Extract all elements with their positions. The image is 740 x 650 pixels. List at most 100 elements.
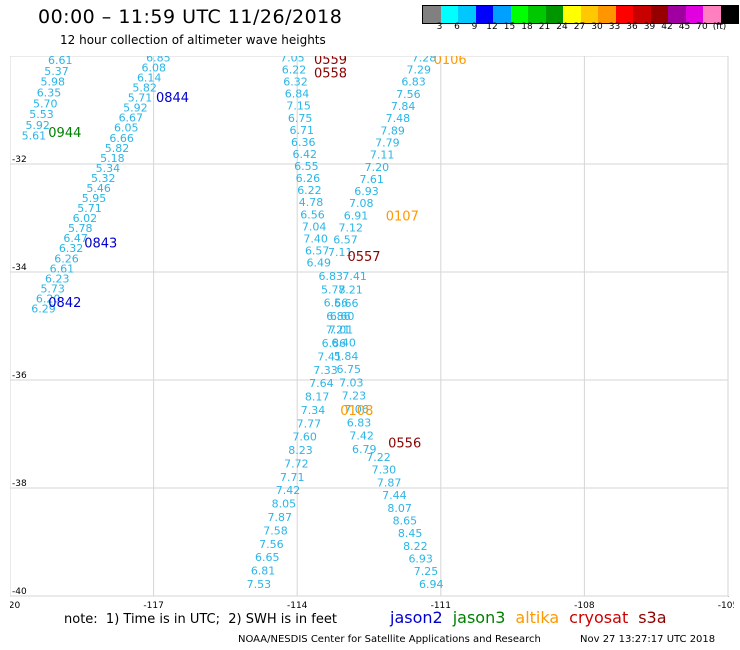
pass-time-label: 0559 — [314, 56, 347, 68]
legend-tick-label: 15 — [503, 22, 516, 32]
wave-height-value: 6.66 — [109, 132, 134, 145]
longitude-tick-label: -114 — [287, 601, 308, 611]
wave-height-value: 8.17 — [305, 391, 330, 404]
credit-line: NOAA/NESDIS Center for Satellite Applica… — [238, 634, 541, 645]
wave-height-value: 6.26 — [296, 172, 321, 185]
wave-height-value: 5.53 — [29, 108, 54, 121]
wave-height-value: 7.29 — [407, 64, 432, 77]
wave-height-value: 6.60 — [330, 310, 355, 323]
wave-height-value: 7.08 — [349, 197, 374, 210]
wave-height-value: 7.41 — [342, 270, 367, 283]
wave-height-value: 7.77 — [297, 417, 322, 430]
wave-height-value: 6.65 — [255, 551, 280, 564]
wave-height-value: 6.94 — [419, 578, 444, 591]
legend-tick-label: 24 — [556, 22, 568, 32]
wave-height-value: 7.42 — [349, 430, 374, 443]
wave-height-value: 7.06 — [344, 403, 369, 416]
wave-height-value: 5.92 — [123, 102, 148, 115]
wave-height-value: 6.93 — [354, 185, 379, 198]
longitude-tick-label: -117 — [143, 601, 163, 611]
legend-swatch — [545, 6, 563, 23]
wave-height-value: 7.15 — [286, 100, 311, 113]
wave-height-value: 7.21 — [326, 324, 351, 337]
wave-height-value: 6.56 — [324, 297, 349, 310]
wave-height-value: 8.65 — [393, 514, 418, 527]
legend-tick-label: 39 — [643, 22, 656, 32]
wave-height-value: 7.23 — [342, 390, 367, 403]
wave-height-value: 6.84 — [285, 88, 310, 101]
wave-height-value: 7.40 — [303, 232, 328, 245]
legend-tick-label: 42 — [661, 22, 673, 32]
wave-height-value: 8.05 — [272, 498, 297, 511]
satellite-legend: jason2 jason3 altika cryosat s3a — [390, 608, 677, 627]
wave-height-value: 5.61 — [22, 130, 47, 143]
wave-height-value: 6.22 — [282, 63, 307, 76]
wave-height-value: 7.72 — [284, 457, 309, 470]
wave-height-map: -120 -117 -114 -111 -108 -105 -30 -32 -34 -36 -38 -… — [0, 47, 738, 611]
wave-height-value: 5.78 — [68, 222, 93, 235]
legend-swatch — [650, 6, 668, 23]
legend-swatch — [493, 6, 511, 23]
legend-swatch — [580, 6, 598, 23]
wave-height-value: 6.36 — [291, 136, 316, 149]
wave-height-value: 6.71 — [289, 124, 314, 137]
wave-height-value: 6.40 — [331, 337, 356, 350]
legend-tick-label: 12 — [486, 22, 498, 32]
generation-timestamp: Nov 27 13:27:17 UTC 2018 — [580, 634, 716, 645]
legend-tick-label: (ft) — [712, 22, 727, 32]
wave-height-value: 6.35 — [37, 87, 62, 100]
longitude-tick-label: -105 — [718, 601, 734, 611]
wave-height-value: 6.32 — [59, 242, 84, 255]
latitude-tick-label: -34 — [12, 263, 27, 273]
color-legend-ticks: 3 6 9 12 15 18 21 24 27 30 33 36 39 42 45 70 (ft) — [422, 22, 740, 34]
wave-height-value: 6.83 — [347, 416, 372, 429]
wave-height-value: 7.11 — [370, 149, 395, 162]
pass-time-label: 0944 — [48, 126, 81, 141]
wave-height-value: 6.29 — [31, 303, 56, 316]
latitude-tick-label: -30 — [12, 56, 27, 57]
satellite-name: s3a — [638, 608, 667, 627]
wave-height-value: 7.61 — [359, 173, 384, 186]
wave-height-value: 6.61 — [48, 56, 73, 67]
map-subtitle: 12 hour collection of altimeter wave hei… — [60, 33, 326, 47]
pass-time-label: 0557 — [347, 250, 380, 265]
wave-height-value: 6.47 — [63, 232, 88, 245]
wave-height-value: 6.91 — [344, 209, 369, 222]
wave-height-value: 5.98 — [40, 76, 65, 89]
legend-swatch — [685, 6, 703, 23]
wave-height-value: 8.45 — [398, 527, 423, 540]
wave-height-value: 6.42 — [293, 148, 318, 161]
legend-tick-label: 30 — [591, 22, 603, 32]
map-title: 00:00 – 11:59 UTC 11/26/2018 — [38, 6, 343, 28]
wave-height-value: 6.55 — [294, 160, 319, 173]
wave-height-value: 6.75 — [288, 112, 313, 125]
wave-height-value: 5.32 — [91, 172, 116, 185]
wave-height-value: 6.79 — [352, 443, 377, 456]
wave-height-value: 6.14 — [137, 71, 162, 84]
legend-tick-label: 70 — [696, 22, 708, 32]
wave-height-value: 4.78 — [299, 196, 324, 209]
units-note: note: 1) Time is in UTC; 2) SWH is in fe… — [64, 612, 337, 627]
latitude-tick-label: -38 — [12, 479, 27, 489]
wave-height-value: 7.87 — [267, 511, 292, 524]
latitude-tick-label: -40 — [12, 587, 27, 597]
wave-height-value: 6.57 — [333, 234, 358, 247]
wave-height-value: 7.33 — [313, 364, 338, 377]
wave-height-value: 5.73 — [40, 282, 65, 295]
wave-height-value: 5.82 — [105, 142, 130, 155]
wave-height-value: 6.61 — [50, 262, 75, 275]
wave-height-value: 7.01 — [329, 323, 354, 336]
pass-time-label: 0556 — [388, 437, 421, 452]
wave-height-value: 6.66 — [334, 297, 359, 310]
legend-tick-label: 21 — [538, 22, 551, 32]
wave-height-value: 7.56 — [396, 88, 421, 101]
wave-height-value: 7.60 — [292, 431, 317, 444]
wave-height-value: 7.21 — [338, 283, 363, 296]
wave-height-value: 5.18 — [100, 152, 125, 165]
wave-height-value: 7.48 — [386, 112, 411, 125]
wave-height-value: 7.11 — [328, 246, 353, 259]
wave-height-value: 7.22 — [366, 451, 391, 464]
longitude-tick-label: -120 — [10, 601, 20, 611]
wave-height-value: 5.84 — [334, 350, 359, 363]
wave-height-value: 7.64 — [309, 377, 334, 390]
